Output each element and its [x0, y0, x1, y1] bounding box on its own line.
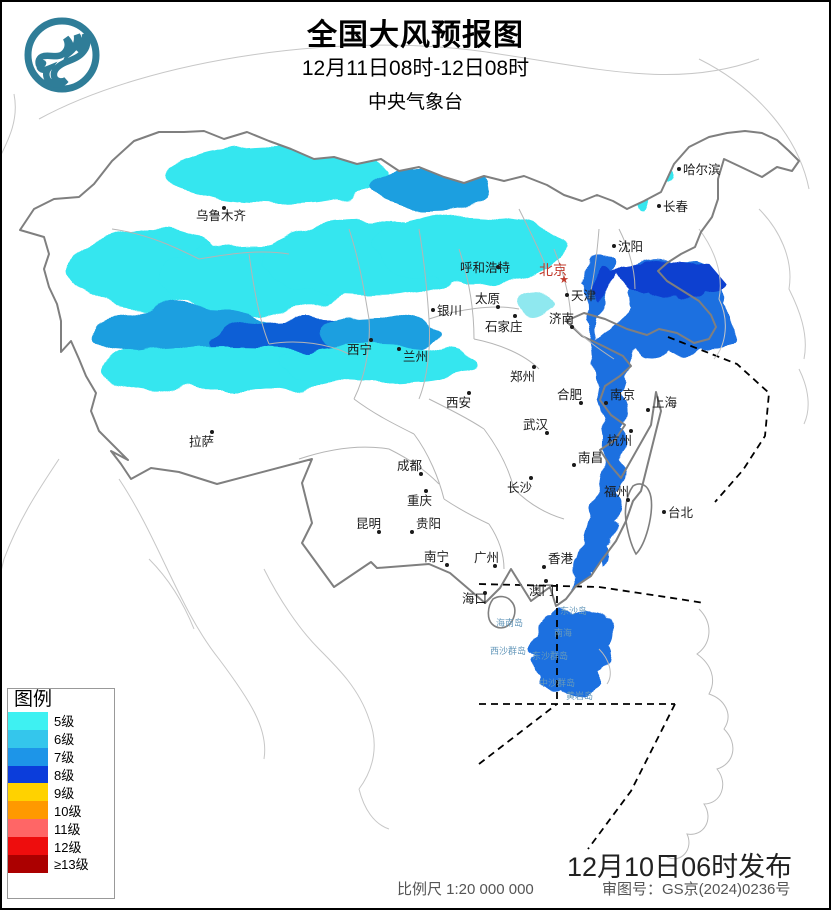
svg-text:拉萨: 拉萨	[189, 434, 214, 449]
svg-text:澳门: 澳门	[529, 583, 554, 598]
svg-text:成都: 成都	[397, 459, 423, 473]
svg-text:黄岩岛: 黄岩岛	[566, 690, 593, 701]
svg-text:武汉: 武汉	[523, 418, 549, 432]
svg-text:西宁: 西宁	[347, 342, 372, 357]
svg-text:长春: 长春	[663, 200, 689, 214]
svg-text:长沙: 长沙	[507, 481, 533, 495]
svg-text:海南岛: 海南岛	[496, 617, 523, 628]
svg-text:南宁: 南宁	[424, 549, 449, 564]
svg-text:重庆: 重庆	[407, 493, 433, 508]
svg-text:东沙岛: 东沙岛	[560, 605, 587, 616]
svg-text:香港: 香港	[548, 552, 574, 566]
svg-text:上海: 上海	[652, 395, 678, 410]
svg-text:西沙群岛: 西沙群岛	[490, 645, 526, 656]
svg-text:台北: 台北	[668, 505, 694, 520]
svg-text:南海: 南海	[554, 627, 572, 638]
svg-text:北京: 北京	[539, 262, 567, 278]
svg-text:海口: 海口	[462, 591, 487, 606]
svg-text:乌鲁木齐: 乌鲁木齐	[196, 208, 247, 223]
svg-text:郑州: 郑州	[510, 369, 535, 384]
svg-text:石家庄: 石家庄	[485, 319, 523, 334]
svg-text:呼和浩特: 呼和浩特	[460, 260, 510, 275]
svg-text:天津: 天津	[571, 289, 596, 303]
svg-text:广州: 广州	[474, 551, 499, 565]
svg-text:西安: 西安	[446, 395, 471, 410]
svg-text:兰州: 兰州	[403, 350, 428, 364]
svg-text:杭州: 杭州	[607, 433, 632, 448]
svg-text:南京: 南京	[610, 387, 635, 402]
svg-text:沈阳: 沈阳	[618, 239, 643, 254]
svg-text:太原: 太原	[475, 291, 500, 306]
svg-text:哈尔滨: 哈尔滨	[683, 162, 721, 177]
svg-text:济南: 济南	[549, 311, 574, 326]
svg-text:中沙群岛: 中沙群岛	[539, 677, 575, 688]
svg-text:昆明: 昆明	[356, 517, 381, 531]
svg-text:福州: 福州	[604, 484, 629, 499]
svg-text:东沙群岛: 东沙群岛	[532, 650, 568, 661]
svg-text:合肥: 合肥	[557, 387, 583, 402]
svg-text:银川: 银川	[437, 304, 462, 318]
svg-text:贵阳: 贵阳	[416, 517, 441, 531]
svg-text:南昌: 南昌	[578, 450, 603, 465]
